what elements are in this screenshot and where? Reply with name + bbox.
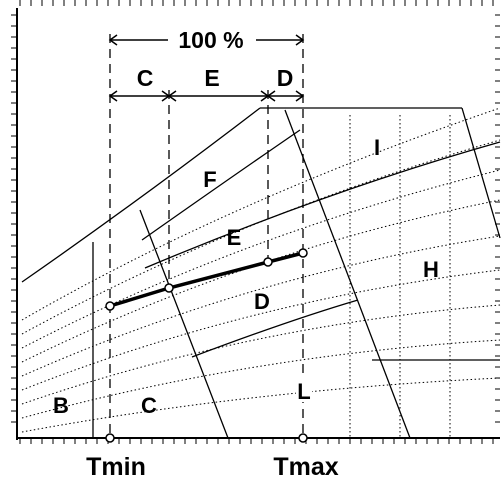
segment-e-label: E	[204, 65, 219, 91]
total-dimension-label: 100 %	[178, 27, 243, 53]
upper-boundary-curve	[21, 107, 261, 283]
arrow-head	[108, 90, 118, 102]
process-point	[298, 248, 308, 258]
dotted-curve	[21, 339, 501, 419]
dotted-curve	[21, 269, 501, 391]
process-path-line	[109, 251, 304, 308]
process-point	[263, 257, 273, 267]
tmin-marker	[105, 433, 115, 443]
region-c-label: C	[141, 393, 157, 418]
l-label-background	[296, 378, 312, 402]
frame	[16, 8, 500, 440]
arrow-head	[295, 90, 305, 102]
i-h-right-boundary	[461, 107, 501, 239]
region-h-label: H	[423, 257, 439, 282]
axis-markers	[105, 433, 308, 443]
tmax-axis-label: Tmax	[273, 453, 338, 481]
arrow-head	[266, 90, 276, 102]
dimension-arrows	[108, 34, 305, 102]
total-label-background	[168, 27, 256, 53]
region-boundaries	[21, 107, 501, 439]
main-diagonal-boundary	[284, 109, 411, 439]
tmax-marker	[298, 433, 308, 443]
process-points	[105, 248, 308, 311]
region-f-label: F	[203, 167, 216, 192]
process-point	[164, 283, 174, 293]
dimension-lines	[110, 39, 303, 97]
e-i-boundary-curve	[144, 141, 501, 269]
segment-c-label: C	[137, 65, 154, 91]
arrow-head	[295, 34, 305, 46]
segment-d-label: D	[277, 65, 294, 91]
process-point	[105, 301, 115, 311]
region-e-label: E	[227, 225, 242, 250]
dotted-curve	[21, 377, 501, 433]
region-i-label: I	[374, 135, 380, 160]
d-h-boundary-curve	[191, 299, 359, 358]
f-e-boundary-curve	[141, 129, 301, 241]
region-d-label: D	[254, 289, 270, 314]
c-d-boundary	[139, 209, 229, 439]
tick-marks	[11, 0, 500, 444]
dotted-curve	[21, 235, 501, 377]
dotted-verticals	[349, 115, 451, 438]
region-l-label: L	[297, 379, 310, 404]
arrow-head	[108, 34, 118, 46]
dotted-curve	[21, 304, 501, 405]
region-b-label: B	[53, 393, 69, 418]
tmin-axis-label: Tmin	[86, 453, 146, 481]
dashed-guides	[109, 34, 304, 438]
arrow-head	[167, 90, 177, 102]
